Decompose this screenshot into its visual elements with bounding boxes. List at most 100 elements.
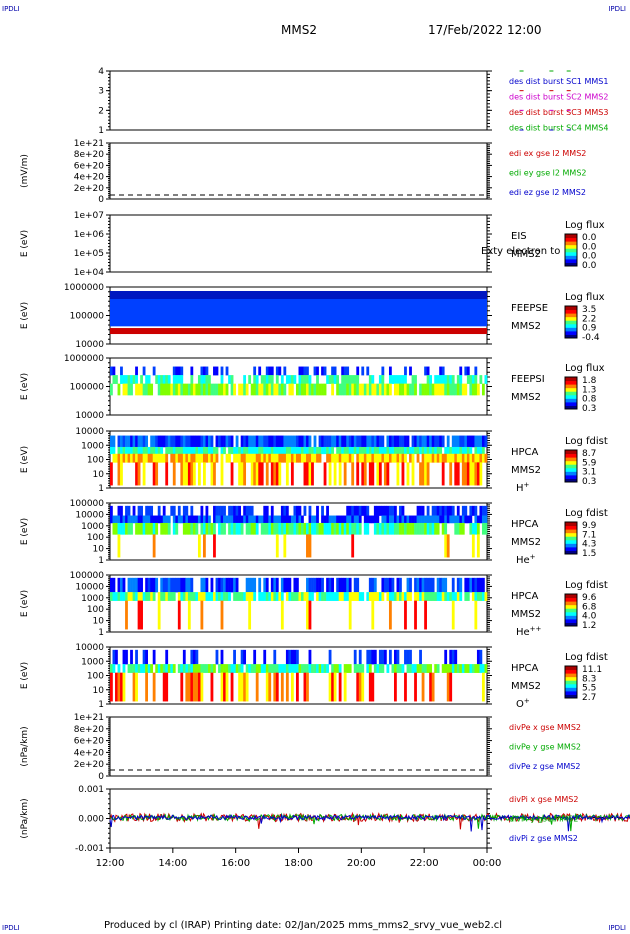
- spectrogram-cell: [328, 375, 332, 384]
- spectrogram-cell: [456, 375, 460, 384]
- spectrogram-cell: [363, 446, 367, 455]
- spectrogram-cell: [298, 453, 302, 463]
- y-tick-label: 1e+07: [74, 211, 104, 221]
- spectrogram-cell: [298, 505, 302, 516]
- spectrogram-cell: [308, 505, 312, 516]
- spectrogram-cell: [137, 383, 141, 396]
- spectrogram-cell: [132, 453, 136, 463]
- spectrogram-cell: [255, 383, 259, 396]
- spectrogram-cell: [190, 577, 194, 593]
- spectrogram-cell: [388, 600, 392, 630]
- spectrogram-cell: [295, 592, 299, 601]
- spectrogram-cell: [142, 664, 146, 673]
- spectrogram-cell: [137, 664, 141, 673]
- spectrogram-cell: [444, 446, 448, 455]
- spectrogram-cell: [240, 592, 244, 601]
- spectrogram-cell: [399, 577, 402, 593]
- spectrogram-cell: [200, 672, 204, 702]
- spectrogram-cell: [436, 383, 440, 396]
- spectrogram-cell: [416, 522, 420, 535]
- spectrogram-cell: [313, 446, 317, 455]
- spectrogram-cell: [416, 505, 420, 516]
- spectrogram-cell: [142, 366, 146, 376]
- spectrogram-cell: [223, 515, 226, 524]
- spectrogram-cell: [225, 453, 229, 463]
- spectrogram-cell: [454, 453, 458, 463]
- spectrogram-cell: [235, 664, 239, 673]
- spectrogram-cell: [215, 577, 219, 593]
- spectrogram-cell: [449, 462, 453, 486]
- spectrogram-cell: [414, 672, 417, 702]
- spectrogram-cell: [125, 522, 128, 535]
- spectrogram-cell: [225, 383, 229, 396]
- colorbar-segment: [565, 405, 577, 410]
- spectrogram-cell: [419, 515, 422, 524]
- spectrogram-cell: [469, 664, 473, 673]
- spectrogram-cell: [110, 505, 113, 516]
- colorbar-segment: [565, 450, 577, 455]
- spectrogram-cell: [414, 592, 417, 601]
- spectrogram-cell: [210, 522, 214, 535]
- colorbar-title: Log fdist: [565, 580, 608, 591]
- spectrogram-cell: [368, 462, 372, 486]
- spectrogram-cell: [157, 600, 161, 630]
- spectrogram-cell: [351, 453, 355, 463]
- spectrogram-cell: [285, 649, 289, 665]
- legend-entry: divPe y gse MMS2: [509, 743, 581, 752]
- corner-label-top-left: IPDLI: [2, 5, 20, 13]
- spectrogram-cell: [260, 383, 264, 396]
- spectrogram-cell: [476, 577, 480, 593]
- spectrogram-cell: [481, 505, 485, 516]
- spectrogram-cell: [476, 515, 480, 524]
- spectrogram-cell: [308, 522, 312, 535]
- spectrogram-cell: [280, 664, 284, 673]
- y-tick-label: 1: [98, 126, 104, 136]
- spectrogram-cell: [476, 664, 480, 673]
- spectrogram-cell: [301, 453, 304, 463]
- spectrogram-cell: [323, 664, 327, 673]
- spectrogram-cell: [160, 664, 164, 673]
- colorbar-tick-label: 0.9: [582, 324, 597, 334]
- spectrogram-cell: [484, 592, 488, 601]
- spectrogram-cell: [273, 577, 277, 593]
- spectrogram-cell: [228, 505, 231, 516]
- spectrogram-cell: [454, 515, 458, 524]
- spectrogram-cell: [243, 649, 247, 665]
- spectrogram-cell: [298, 664, 302, 673]
- spectrogram-cell: [341, 522, 345, 535]
- spectrogram-cell: [303, 383, 307, 396]
- spectrogram-cell: [388, 446, 392, 455]
- spectrogram-cell: [386, 522, 390, 535]
- spectrogram-cell: [456, 592, 460, 601]
- spectrogram-cell: [253, 383, 257, 396]
- spectrogram-cell: [459, 522, 463, 535]
- spectrogram-cell: [122, 453, 126, 463]
- spectrogram-cell: [381, 577, 385, 593]
- spectrogram-cell: [162, 453, 166, 463]
- spectrogram-cell: [318, 592, 322, 601]
- spectrogram-cell: [366, 515, 370, 524]
- spectrogram-cell: [333, 366, 337, 376]
- species-label: H+: [516, 481, 530, 494]
- spectrogram-cell: [298, 383, 302, 396]
- spectrogram-cell: [263, 515, 267, 524]
- spectrogram-cell: [366, 446, 370, 455]
- spectrogram-cell: [255, 375, 259, 384]
- spectrogram-cell: [248, 453, 252, 463]
- spectrogram-cell: [208, 664, 211, 673]
- y-tick-label: 4: [98, 67, 104, 77]
- footer-credit: Produced by cl (IRAP) Printing date: 02/…: [104, 920, 503, 931]
- spectrogram-cell: [441, 453, 445, 463]
- spectrogram-cell: [263, 649, 267, 665]
- spectrogram-cell: [260, 446, 264, 455]
- spectrogram-cell: [368, 383, 372, 396]
- spectrogram-cell: [474, 383, 478, 396]
- legend-entry: des dist burst SC3 MMS3: [509, 108, 608, 117]
- spectrogram-cell: [195, 649, 199, 665]
- spectrogram-cell: [120, 435, 123, 448]
- spectrogram-cell: [399, 453, 402, 463]
- spectrogram-cell: [150, 522, 154, 535]
- spectrogram-cell: [298, 446, 302, 455]
- spectrogram-cell: [373, 664, 377, 673]
